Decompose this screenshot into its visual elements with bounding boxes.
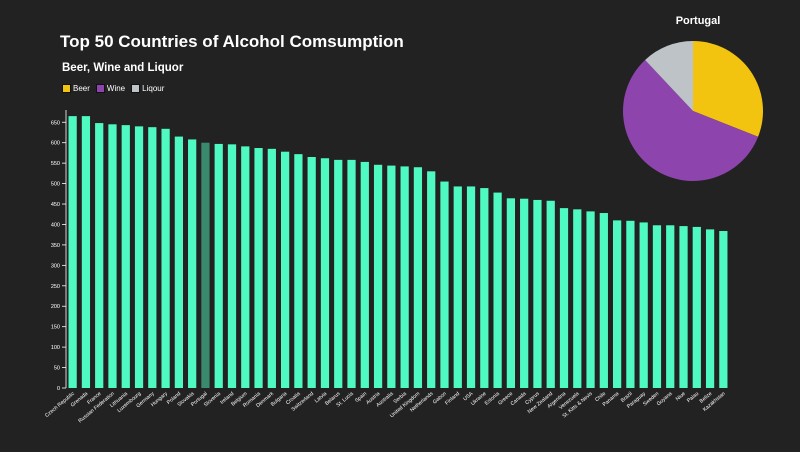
y-tick-label: 50 xyxy=(54,366,60,372)
bar-poland[interactable] xyxy=(174,136,183,388)
bar-kazakhstan[interactable] xyxy=(719,231,728,388)
y-tick-label: 0 xyxy=(57,386,60,392)
bar-grenada[interactable] xyxy=(81,116,91,388)
bar-netherlands[interactable] xyxy=(427,171,436,388)
bar-belarus[interactable] xyxy=(334,159,343,388)
bar-brazil[interactable] xyxy=(626,220,635,388)
bar-niue[interactable] xyxy=(679,226,688,388)
y-tick-label: 500 xyxy=(51,182,60,188)
legend-item-wine: Wine xyxy=(95,84,126,93)
bar-germany[interactable] xyxy=(148,127,157,388)
bar-czech-republic[interactable] xyxy=(68,116,77,388)
pie-title: Portugal xyxy=(675,15,721,27)
bar-luxembourg[interactable] xyxy=(134,126,144,389)
bar-new-zealand[interactable] xyxy=(546,200,555,388)
bar-spain[interactable] xyxy=(360,161,369,388)
bar-argentina[interactable] xyxy=(559,208,569,388)
y-tick-label: 300 xyxy=(51,263,60,269)
bar-ireland[interactable] xyxy=(227,144,237,388)
x-tick-label: Niue xyxy=(675,391,687,403)
y-tick-label: 250 xyxy=(51,284,60,290)
y-tick-label: 150 xyxy=(51,325,60,331)
bar-st-kitts-nevis[interactable] xyxy=(586,211,595,388)
y-tick-label: 100 xyxy=(51,345,60,351)
y-tick-label: 350 xyxy=(51,243,60,249)
bar-usa[interactable] xyxy=(466,186,476,388)
y-tick-label: 550 xyxy=(51,161,60,167)
x-tick-label: USA xyxy=(462,391,474,403)
bar-belgium[interactable] xyxy=(241,146,250,388)
legend-item-beer: Beer xyxy=(62,84,90,93)
bar-venezuela[interactable] xyxy=(573,209,582,388)
y-tick-label: 200 xyxy=(51,304,60,310)
pie-slice-beer[interactable] xyxy=(693,41,763,137)
bar-bulgaria[interactable] xyxy=(281,151,290,388)
bar-denmark[interactable] xyxy=(267,148,276,388)
bar-portugal[interactable] xyxy=(201,142,210,388)
bar-canada[interactable] xyxy=(520,198,529,388)
legend: Beer Wine Liqour xyxy=(62,84,164,93)
legend-swatch-wine xyxy=(95,84,105,93)
bar-ukraine[interactable] xyxy=(480,188,489,388)
legend-label-liqour: Liqour xyxy=(142,84,165,93)
legend-label-beer: Beer xyxy=(73,84,90,93)
bar-hungary[interactable] xyxy=(161,128,170,388)
bar-st-lucia[interactable] xyxy=(347,159,356,388)
bar-paraguay[interactable] xyxy=(639,222,648,388)
legend-item-liqour: Liqour xyxy=(131,84,164,93)
bar-serbia[interactable] xyxy=(400,166,409,388)
bar-panama[interactable] xyxy=(613,220,622,388)
bar-united-kingdom[interactable] xyxy=(413,167,423,388)
chart-title: Top 50 Countries of Alcohol Comsumption xyxy=(60,32,404,51)
bar-slovakia[interactable] xyxy=(188,139,197,388)
pie-slice-liqour[interactable] xyxy=(645,41,693,111)
bar-romania[interactable] xyxy=(254,148,263,388)
y-tick-label: 650 xyxy=(51,120,60,126)
bar-austria[interactable] xyxy=(373,164,383,388)
bar-lithuania[interactable] xyxy=(121,125,130,389)
bar-france[interactable] xyxy=(95,123,104,389)
y-tick-label: 450 xyxy=(51,202,60,208)
bar-switzerland[interactable] xyxy=(307,157,316,388)
bar-greece[interactable] xyxy=(506,198,515,388)
bar-croatia[interactable] xyxy=(294,154,303,388)
y-tick-label: 600 xyxy=(51,141,60,147)
bar-latvia[interactable] xyxy=(320,158,330,388)
bar-sweden[interactable] xyxy=(652,225,662,388)
bar-estonia[interactable] xyxy=(493,192,502,388)
legend-label-wine: Wine xyxy=(106,84,126,93)
bar-cyprus[interactable] xyxy=(533,199,542,388)
bar-australia[interactable] xyxy=(387,165,396,388)
bar-chile[interactable] xyxy=(599,213,608,388)
chart-subtitle: Beer, Wine and Liquor xyxy=(62,62,184,74)
bar-slovenia[interactable] xyxy=(214,143,223,388)
bar-russian-federation[interactable] xyxy=(108,124,117,388)
bar-gabon[interactable] xyxy=(440,181,449,388)
bar-palau[interactable] xyxy=(692,226,701,388)
legend-swatch-liqour xyxy=(131,84,141,93)
bar-guyana[interactable] xyxy=(666,225,675,388)
bar-finland[interactable] xyxy=(453,186,462,388)
pie-slice-wine[interactable] xyxy=(623,59,759,181)
bar-belize[interactable] xyxy=(705,229,715,388)
y-tick-label: 400 xyxy=(51,222,60,228)
legend-swatch-beer xyxy=(62,84,71,93)
